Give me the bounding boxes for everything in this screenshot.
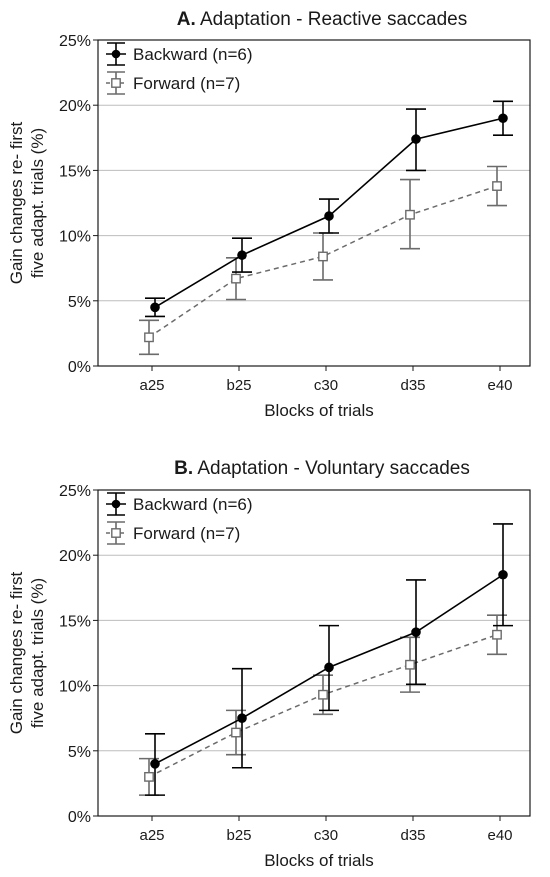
panel-a-series-backward — [145, 100, 513, 318]
panel-b-xtick-label: d35 — [400, 827, 425, 844]
panel-b-ytick-label: 0% — [68, 809, 91, 826]
panel-a-title-prefix: A. — [177, 9, 196, 30]
panel-a-xtick-label: b25 — [226, 377, 251, 394]
panel-a-ytick-label: 0% — [68, 359, 91, 376]
panel-a-xtick-label: e40 — [487, 377, 512, 394]
panel-a-ytick-label: 25% — [59, 33, 91, 50]
panel-b-data-point — [405, 659, 415, 670]
panel-a-data-point — [144, 332, 154, 343]
panel-a-xtick-label: c30 — [314, 377, 338, 394]
panel-a-ytick-label: 20% — [59, 98, 91, 115]
panel-b-legend-label: Backward (n=6) — [133, 495, 253, 514]
panel-b-data-point — [498, 569, 508, 580]
panel-a-y-axis-label-line: Gain changes re- first — [7, 121, 26, 284]
panel-b-legend: Backward (n=6) Forward (n=7) — [106, 492, 253, 545]
panel-a-y-axis-label-line: five adapt. trials (%) — [28, 128, 47, 278]
panel-b-plot-frame — [97, 489, 531, 817]
panel-a-data-point — [492, 181, 502, 191]
panel-b-data-point — [492, 629, 502, 640]
panel-a-legend-marker — [111, 49, 121, 59]
panel-b: B. Adaptation - Voluntary saccades 0% 5% 10… — [7, 458, 531, 870]
panel-a-data-point — [150, 302, 160, 313]
panel-a-y-axis-label: Gain changes re- first five adapt. trials… — [7, 121, 47, 284]
panel-b-ytick-label: 25% — [59, 483, 91, 500]
panel-b-xtick-label: c30 — [314, 827, 338, 844]
panel-a-xtick-label: d35 — [400, 377, 425, 394]
panel-b-xtick-label: a25 — [139, 827, 164, 844]
panel-b-data-point — [411, 627, 421, 637]
panel-a-legend-label: Forward (n=7) — [133, 74, 240, 93]
panel-b-xtick-label: e40 — [487, 827, 512, 844]
panel-a-legend-marker — [111, 78, 121, 88]
panel-a-title-text: Adaptation - Reactive saccades — [196, 9, 467, 30]
panel-a-ytick-label: 10% — [59, 229, 91, 246]
panel-b-ytick-label: 20% — [59, 548, 91, 565]
panel-b-x-axis-label: Blocks of trials — [264, 851, 374, 870]
panel-b-y-axis-label-line: five adapt. trials (%) — [28, 578, 47, 728]
panel-b-xtick-label: b25 — [226, 827, 251, 844]
panel-a-data-point — [237, 250, 247, 260]
panel-a-plot-frame — [97, 39, 531, 367]
panel-b-title-prefix: B. — [174, 458, 193, 479]
panel-a-data-point — [318, 251, 328, 262]
panel-b-data-point — [231, 727, 241, 738]
panel-b-data-point — [318, 689, 328, 700]
panel-b-ytick-label: 5% — [68, 744, 91, 761]
panel-b-data-point — [237, 713, 247, 724]
panel-b-data-point — [144, 771, 154, 782]
panel-b-series-backward — [145, 523, 513, 796]
panel-b-data-point — [150, 759, 160, 769]
panel-a-data-point — [411, 134, 421, 144]
panel-b-title-text: Adaptation - Voluntary saccades — [193, 458, 470, 479]
panel-a-data-point — [405, 209, 415, 220]
panel-a-data-point — [498, 113, 508, 124]
panel-b-ytick-label: 15% — [59, 613, 91, 630]
panel-a-legend-label: Backward (n=6) — [133, 45, 253, 64]
panel-b-series-forward — [139, 614, 507, 796]
panel-a-data-point — [231, 273, 241, 284]
panel-b-legend-marker — [111, 499, 121, 509]
panel-b-legend-marker — [111, 528, 121, 538]
panel-a-xtick-label: a25 — [139, 377, 164, 394]
panel-b-legend-label: Forward (n=7) — [133, 524, 240, 543]
panel-a-series-forward — [139, 165, 507, 356]
panel-b-ytick-label: 10% — [59, 679, 91, 696]
panel-a-ytick-label: 5% — [68, 294, 91, 311]
panel-a-title: A. Adaptation - Reactive saccades — [177, 9, 467, 30]
panel-a-ytick-label: 15% — [59, 163, 91, 180]
panel-a-legend: Backward (n=6) Forward (n=7) — [106, 42, 253, 95]
panel-b-y-axis-label-line: Gain changes re- first — [7, 571, 26, 734]
panel-b-data-point — [324, 662, 334, 673]
panel-b-y-axis-label: Gain changes re- first five adapt. trials… — [7, 571, 47, 734]
panel-a-x-axis-label: Blocks of trials — [264, 401, 374, 420]
panel-a: A. Adaptation - Reactive saccades 0% 5% 10%… — [7, 9, 531, 420]
panel-b-title: B. Adaptation - Voluntary saccades — [174, 458, 470, 479]
panel-a-data-point — [324, 211, 334, 221]
